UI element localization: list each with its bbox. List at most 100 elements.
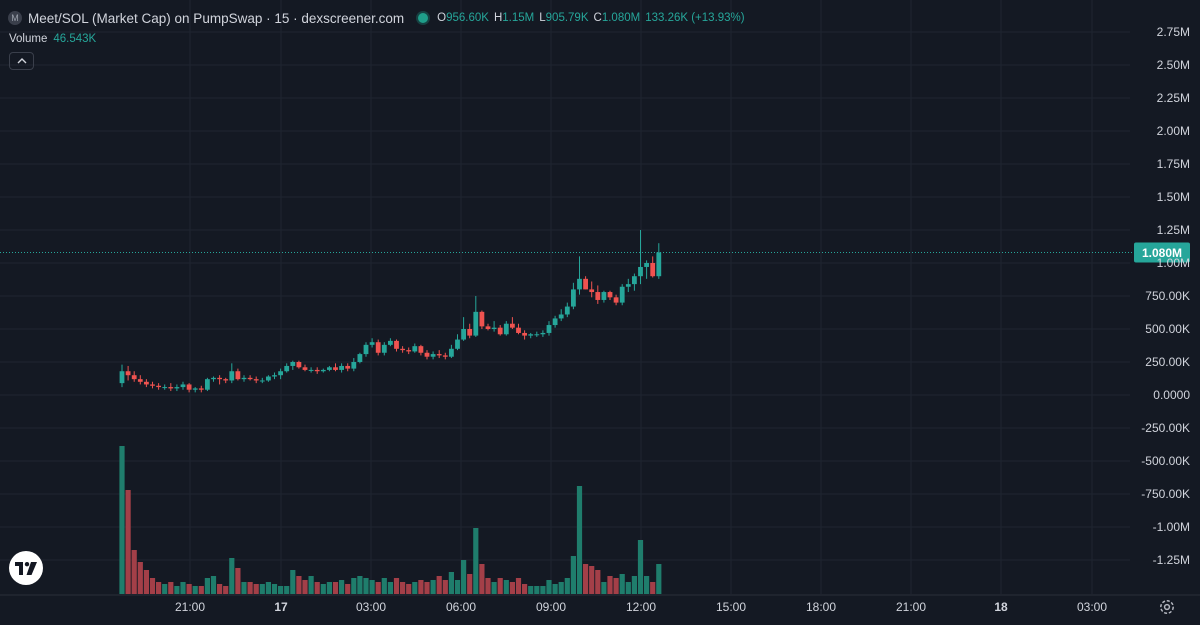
volume-bar [235, 568, 241, 594]
candle-body [223, 379, 229, 381]
candle [266, 375, 271, 382]
x-tick-label: 17 [274, 600, 288, 614]
chevron-up-icon [17, 58, 26, 64]
candle-body [467, 329, 473, 336]
candle [125, 365, 131, 381]
last-price-line: 1.080M [0, 242, 1190, 263]
candle [150, 381, 155, 389]
volume-bar [247, 582, 253, 594]
volume-bar [156, 582, 162, 594]
candle-body [156, 385, 161, 388]
candle [241, 375, 247, 382]
candle [632, 273, 637, 291]
candle-body [656, 252, 662, 277]
volume-bar [564, 578, 570, 594]
candle [406, 347, 412, 355]
x-tick-label: 18 [994, 600, 1008, 614]
candle-body [558, 314, 564, 319]
candle-body [485, 326, 491, 329]
candle [229, 363, 235, 384]
volume-bar [229, 558, 235, 594]
volume-bar [552, 584, 558, 594]
x-tick-label: 18:00 [806, 600, 836, 614]
volume-bar [491, 582, 497, 594]
candle-body [168, 387, 174, 389]
candle-body [211, 377, 216, 380]
volume-bar [625, 582, 631, 594]
high-label: H [493, 12, 503, 24]
candle-body [613, 297, 619, 303]
candle [650, 256, 656, 278]
volume-bar [546, 580, 552, 594]
volume-bar [339, 580, 345, 594]
volume-bar [162, 584, 168, 594]
volume-bar [619, 574, 625, 594]
volume-bar [149, 578, 156, 594]
x-tick-label: 09:00 [536, 600, 566, 614]
candle-body [449, 348, 454, 357]
candle [314, 367, 320, 374]
volume-bar [143, 570, 149, 594]
candle [247, 375, 253, 381]
candle-body [381, 344, 387, 353]
candle [217, 375, 222, 385]
candle [284, 363, 290, 373]
volume-bar [363, 578, 369, 594]
candle [369, 338, 375, 348]
candle [412, 343, 418, 353]
candle [296, 360, 302, 369]
volume-bar [241, 582, 247, 594]
candle-body [638, 266, 643, 277]
candle [595, 285, 601, 304]
candle [497, 325, 503, 336]
candle-body [564, 306, 570, 315]
volume-bar [253, 584, 259, 594]
candle-body [247, 377, 253, 380]
candle-body [235, 371, 241, 380]
candle [272, 372, 277, 380]
candle-body [144, 381, 149, 385]
y-tick-label: 250.00K [1145, 355, 1190, 369]
volume-bar [631, 576, 637, 594]
tradingview-logo-icon[interactable] [9, 551, 43, 585]
candle [192, 387, 198, 393]
volume-bar [168, 582, 174, 594]
volume-label: Volume [9, 33, 48, 45]
volume-bar [278, 586, 284, 594]
volume-bar [528, 586, 534, 594]
volume-bar [204, 578, 210, 594]
candle [363, 342, 369, 357]
candle [388, 338, 393, 347]
open-label: O [437, 12, 447, 24]
settings-button[interactable] [1158, 598, 1176, 616]
candle [253, 376, 259, 384]
candle-body [119, 371, 125, 384]
candle-body [552, 318, 558, 326]
volume-bar [570, 556, 576, 594]
volume-bar [503, 580, 509, 594]
candle [534, 331, 540, 337]
candle-body [259, 380, 265, 382]
candle [577, 256, 582, 295]
x-tick-label: 15:00 [716, 600, 746, 614]
y-tick-label: 0.0000 [1153, 388, 1190, 402]
volume-bar [326, 582, 332, 594]
y-tick-label: 2.00M [1157, 124, 1190, 138]
candle [394, 339, 399, 352]
candle-body [644, 263, 649, 267]
candle [503, 321, 509, 336]
collapse-legend-button[interactable] [9, 52, 34, 70]
volume-bar [576, 486, 583, 594]
candlesticks [119, 230, 662, 393]
candle [558, 309, 564, 322]
candle-body [583, 278, 588, 290]
volume-bar [192, 586, 198, 594]
candle [479, 310, 485, 329]
volume-bars [119, 446, 662, 594]
y-tick-label: -500.00K [1141, 454, 1190, 468]
volume-bar [369, 580, 375, 594]
volume-bar [381, 578, 387, 594]
volume-bar [637, 540, 644, 594]
volume-bar [302, 580, 308, 594]
